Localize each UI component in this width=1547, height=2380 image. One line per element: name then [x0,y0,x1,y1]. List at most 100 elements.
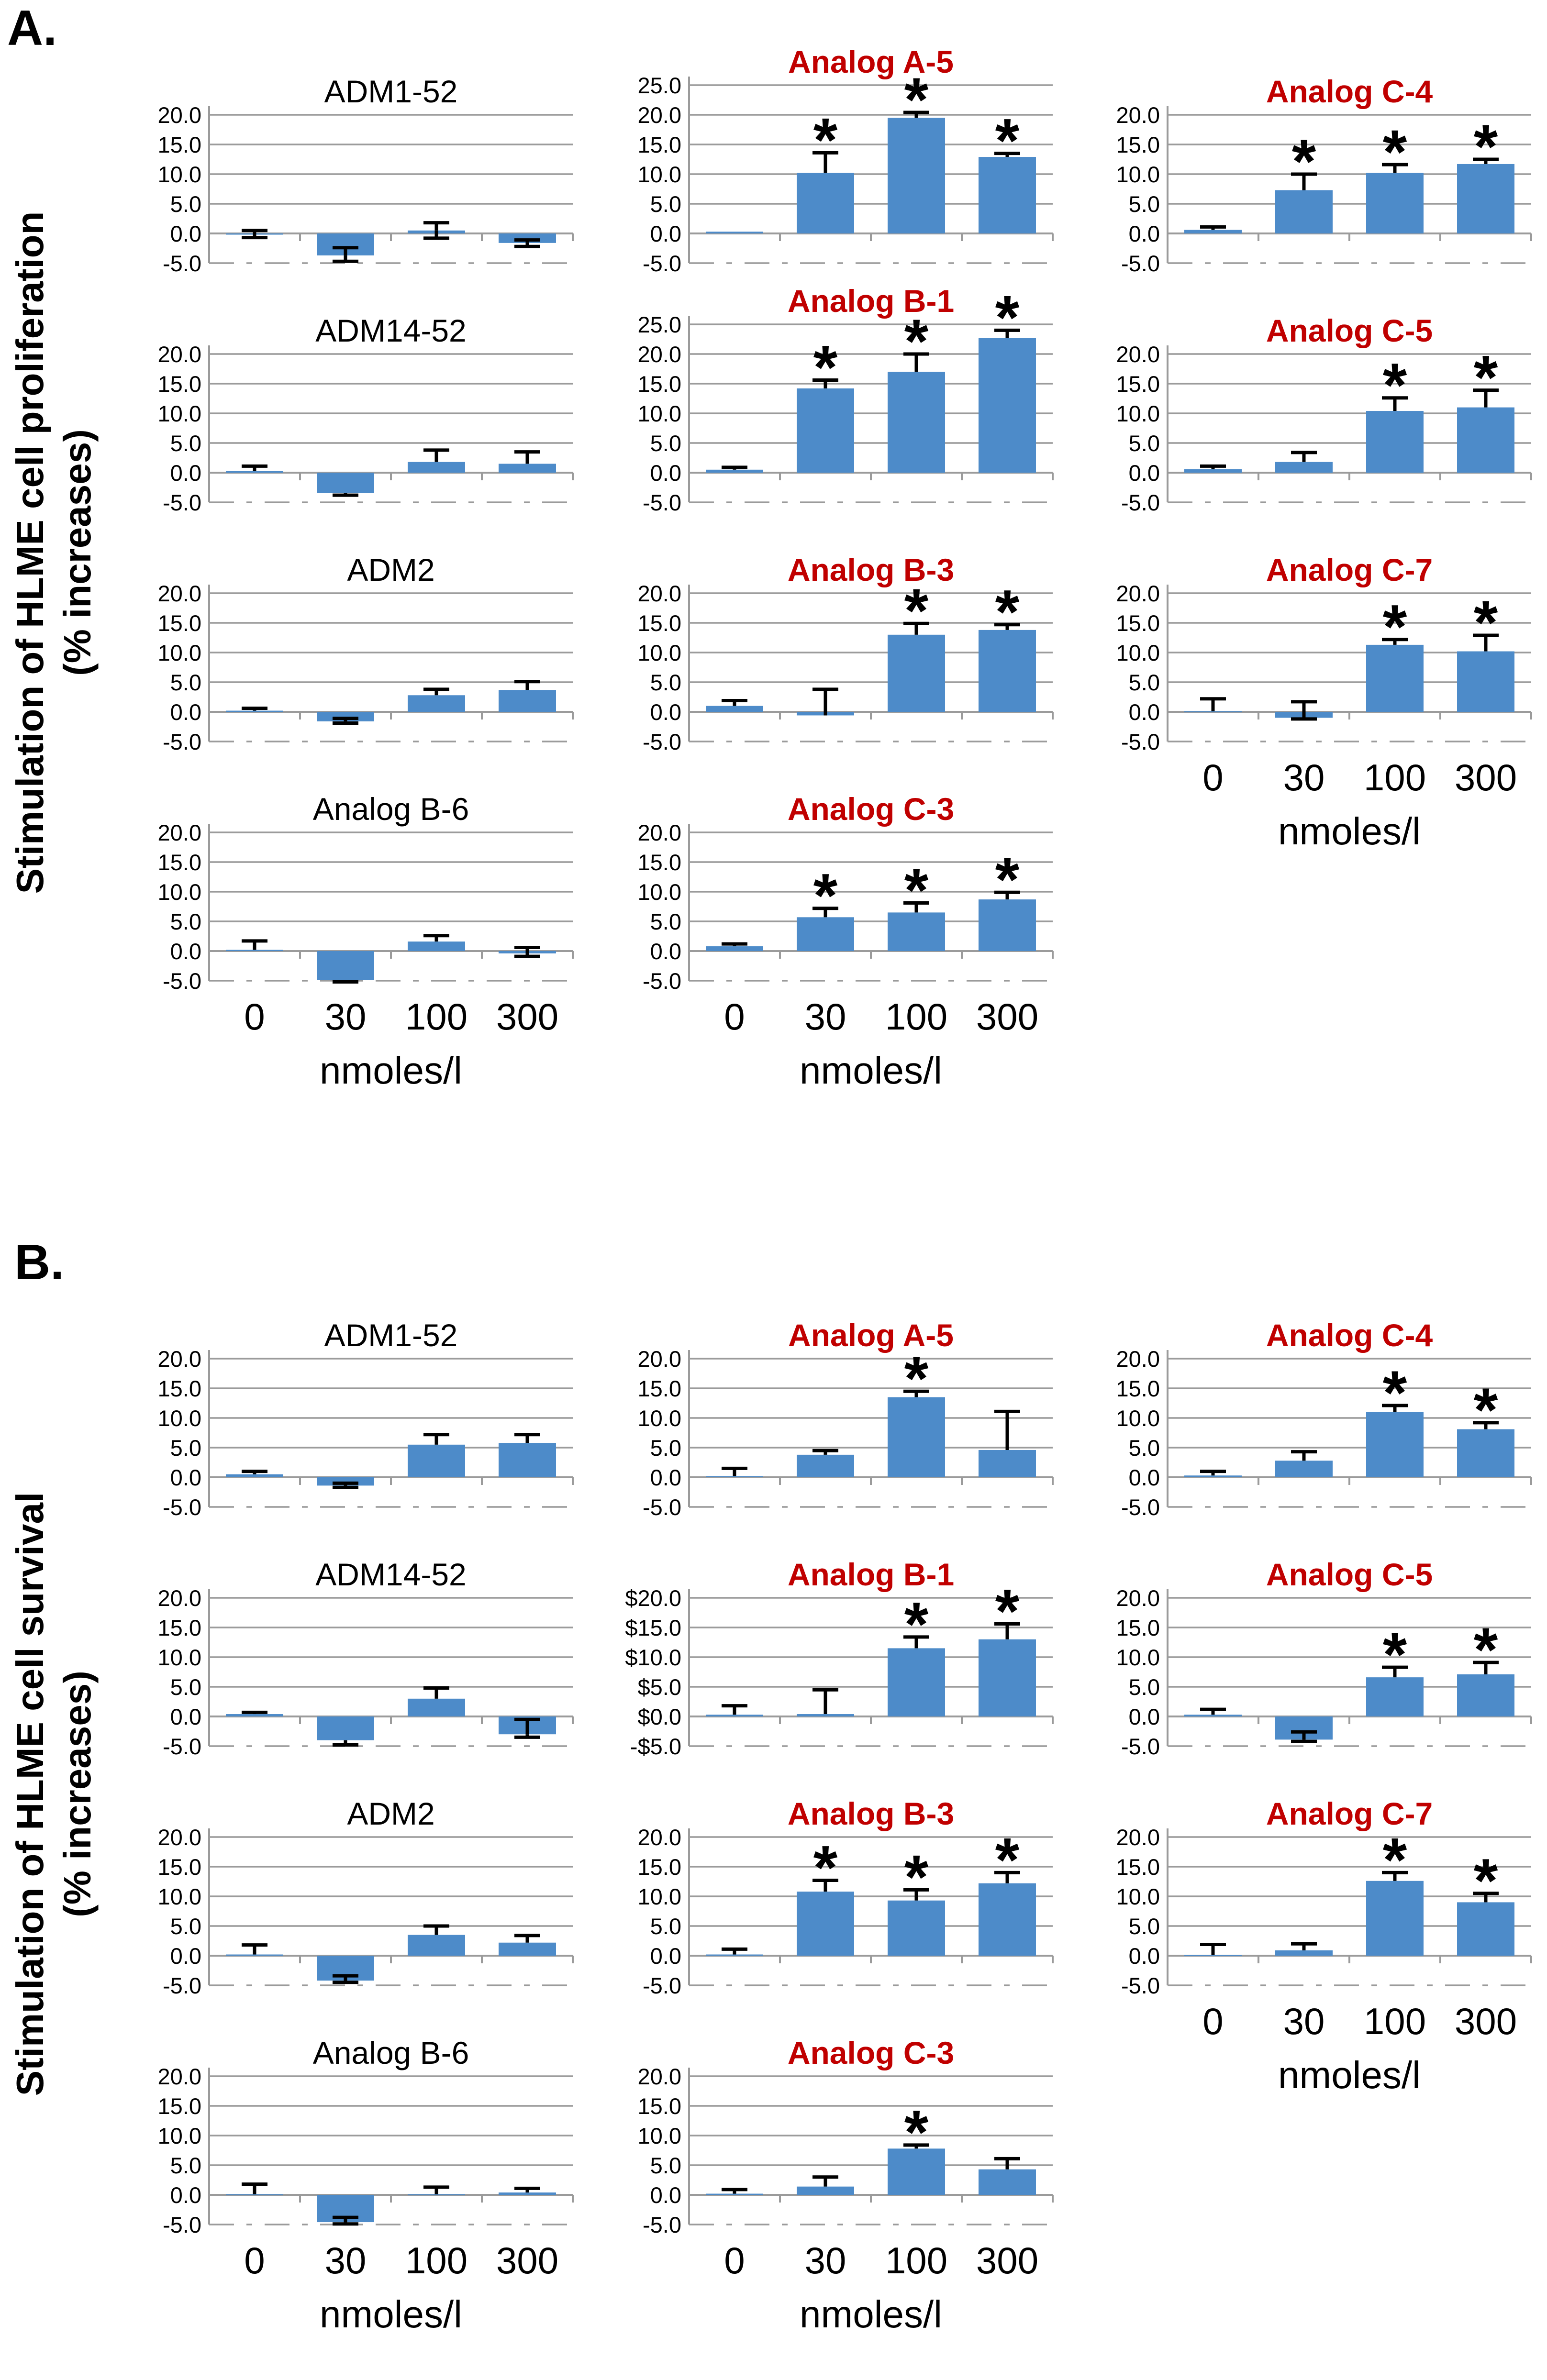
significance-asterisk: * [813,861,838,930]
y-tick-label: 15.0 [158,1854,201,1880]
bar [317,1716,374,1740]
x-category-label: 300 [976,2239,1039,2281]
panel-b-y-axis-title-line1: Stimulation of HLME cell survival [9,1492,51,2096]
y-tick-label: 0.0 [650,699,681,725]
y-tick-label: 15.0 [158,610,201,636]
bar [979,899,1036,951]
bar [317,712,374,721]
significance-asterisk: * [904,576,929,645]
y-tick-label: 20.0 [638,2064,681,2089]
y-tick-label: 15.0 [638,610,681,636]
x-category-label: 30 [804,996,846,1038]
y-tick-label: 0.0 [1129,1465,1160,1490]
bar [706,2193,763,2195]
x-category-label: 30 [324,2239,367,2281]
panel-b-letter: B. [14,1235,64,1290]
y-tick-label: 15.0 [158,850,201,875]
bar [226,1954,283,1956]
bar-chart-svg: 20.0 15.0 10.0 5.0 0.0 -5.0 ADM1-52 [158,77,574,276]
bar [706,232,763,233]
x-category-label: 0 [1202,2000,1224,2042]
bar [1275,462,1333,473]
x-axis-title: nmoles/l [320,2293,462,2336]
bar [317,473,374,493]
y-tick-label: 10.0 [158,879,201,905]
y-tick-label: 20.0 [638,1825,681,1850]
y-tick-label: 20.0 [158,1585,201,1611]
bar-chart-svg: 20.015.010.05.00.0-5.0* *Analog C-5 [1116,1560,1532,1759]
y-tick-label: 0.0 [650,1465,681,1490]
bar [499,1942,556,1956]
bar-chart-svg: 20.015.010.05.00.0-5.0* * *Analog B-3 [638,1799,1054,1998]
bar [499,233,556,243]
y-tick-label: 0.0 [170,1943,201,1969]
significance-asterisk: * [1474,111,1498,181]
y-tick-label: 0.0 [170,1465,201,1490]
y-tick-label: 25.0 [638,312,681,337]
bar [499,1443,556,1477]
significance-asterisk: * [904,2097,929,2167]
y-tick-label: 5.0 [650,1914,681,1939]
bar [797,388,854,473]
y-tick-label: -$5.0 [630,1734,681,1759]
x-category-label: 30 [324,996,367,1038]
x-category-label: 0 [244,996,265,1038]
y-tick-label: 10.0 [158,162,201,187]
y-tick-label: 10.0 [158,640,201,665]
bar [888,1900,945,1956]
bar [408,695,465,712]
bar [888,1648,945,1716]
y-tick-label: -5.0 [163,1494,201,1520]
chart-analog-c-5: 20.0 15.0 10.0 5.0 0.0 -5.0 * * Analog C-5 [1072,1560,1541,1765]
x-category-label: 100 [405,996,468,1038]
y-tick-label: -5.0 [1121,1973,1160,1998]
y-tick-label: 5.0 [1129,1674,1160,1700]
chart-analog-b-1: $20.0 $15.0 $10.0 $5.0 $0.0 -$5.0 * * Analog B-1 [593,1560,1062,1765]
significance-asterisk: * [1383,1825,1407,1894]
y-tick-label: -5.0 [643,2212,681,2237]
y-tick-label: -5.0 [163,1973,201,1998]
y-tick-label: 0.0 [1129,221,1160,246]
x-category-label: 300 [1454,756,1517,798]
y-tick-label: 20.0 [1116,342,1160,367]
y-tick-label: 5.0 [1129,1914,1160,1939]
y-tick-label: 15.0 [638,1376,681,1401]
significance-asterisk: * [995,577,1020,647]
bar [706,469,763,473]
y-tick-label: 15.0 [638,1854,681,1880]
significance-asterisk: * [1383,350,1407,420]
chart-adm1-52: 20.0 15.0 10.0 5.0 0.0 -5.0 ADM1-52 [113,1320,582,1526]
x-category-label: 100 [885,996,948,1038]
y-tick-label: 10.0 [638,879,681,905]
chart-title: Analog B-6 [313,2038,469,2070]
y-tick-label: 15.0 [1116,1615,1160,1640]
chart-analog-b-3: 20.0 15.0 10.0 5.0 0.0 -5.0 * * Analog B-3 [593,555,1062,761]
y-tick-label: 5.0 [170,1674,201,1700]
bar-chart-svg: 20.015.010.05.00.0-5.0* *Analog C-5 [1116,316,1532,515]
bar [1366,411,1424,473]
bar [979,630,1036,712]
chart-title: Analog A-5 [788,47,954,79]
significance-asterisk: * [1383,592,1407,662]
significance-asterisk: * [904,855,929,925]
y-tick-label: -5.0 [163,251,201,276]
y-tick-label: 5.0 [170,2153,201,2178]
y-tick-label: -5.0 [163,2212,201,2237]
y-tick-label: 10.0 [1116,1884,1160,1909]
y-tick-label: 0.0 [170,221,201,246]
bar [1457,1429,1514,1477]
bar [797,1714,854,1716]
bar-chart-svg: 20.0 15.0 10.0 5.0 0.0 -5.0 ADM2 [158,1799,574,1998]
significance-asterisk: * [995,106,1020,176]
bar [979,157,1036,233]
y-tick-label: 20.0 [1116,1585,1160,1611]
significance-asterisk: * [1474,343,1498,412]
y-tick-label: 0.0 [170,460,201,486]
y-tick-label: 0.0 [650,1943,681,1969]
y-tick-label: -5.0 [643,968,681,994]
chart-analog-a-5: 20.0 15.0 10.0 5.0 0.0 -5.0 * Analog A-5 [593,1320,1062,1526]
y-tick-label: 20.0 [1116,581,1160,606]
bar [1275,1950,1333,1956]
y-tick-label: 10.0 [638,2123,681,2148]
y-tick-label: 0.0 [1129,699,1160,725]
